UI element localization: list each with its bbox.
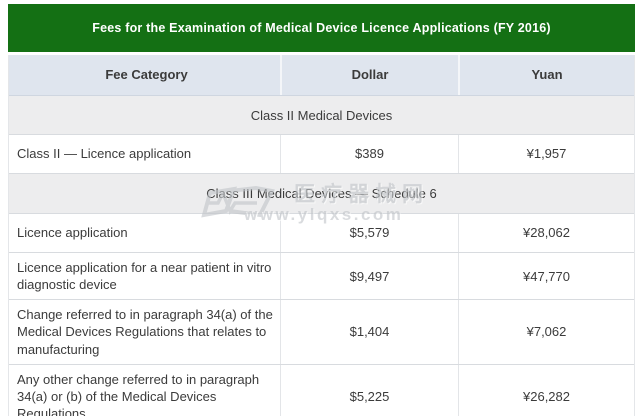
table-row: Class II — Licence application $389 ¥1,9… (9, 135, 634, 174)
dollar-cell: $389 (280, 135, 458, 173)
yuan-cell: ¥7,062 (458, 300, 634, 364)
dollar-cell: $5,579 (280, 214, 458, 252)
section-title: Class III Medical Devices — Schedule 6 (206, 186, 437, 201)
column-header-fee-category: Fee Category (105, 67, 188, 83)
fee-category-cell: Change referred to in paragraph 34(a) of… (17, 307, 273, 357)
fee-category-cell: Class II — Licence application (17, 146, 192, 162)
fee-category-cell: Any other change referred to in paragrap… (17, 371, 260, 416)
dollar-cell: $9,497 (280, 253, 458, 300)
section-header-class-ii: Class II Medical Devices (9, 96, 634, 135)
yuan-cell: ¥28,062 (458, 214, 634, 252)
yuan-cell: ¥1,957 (458, 135, 634, 173)
table-title: Fees for the Examination of Medical Devi… (92, 21, 551, 35)
fee-category-cell: Licence application for a near patient i… (17, 260, 272, 293)
dollar-cell: $1,404 (280, 300, 458, 364)
table-row: Change referred to in paragraph 34(a) of… (9, 300, 634, 365)
section-header-class-iii: Class III Medical Devices — Schedule 6 (9, 174, 634, 214)
table-row: Any other change referred to in paragrap… (9, 364, 634, 416)
table-header-row: Fee Category Dollar Yuan (9, 55, 634, 96)
yuan-cell: ¥26,282 (458, 364, 634, 416)
section-title: Class II Medical Devices (250, 107, 393, 123)
dollar-cell: $5,225 (280, 364, 458, 416)
column-header-dollar: Dollar (280, 55, 458, 95)
table-title-bar: Fees for the Examination of Medical Devi… (8, 4, 635, 52)
yuan-cell: ¥47,770 (458, 253, 634, 300)
table-row: Licence application for a near patient i… (9, 253, 634, 301)
column-header-yuan: Yuan (458, 55, 634, 95)
fees-table: Fee Category Dollar Yuan Class II Medica… (8, 55, 635, 416)
fee-category-cell: Licence application (17, 225, 128, 241)
table-row: Licence application $5,579 ¥28,062 (9, 214, 634, 253)
